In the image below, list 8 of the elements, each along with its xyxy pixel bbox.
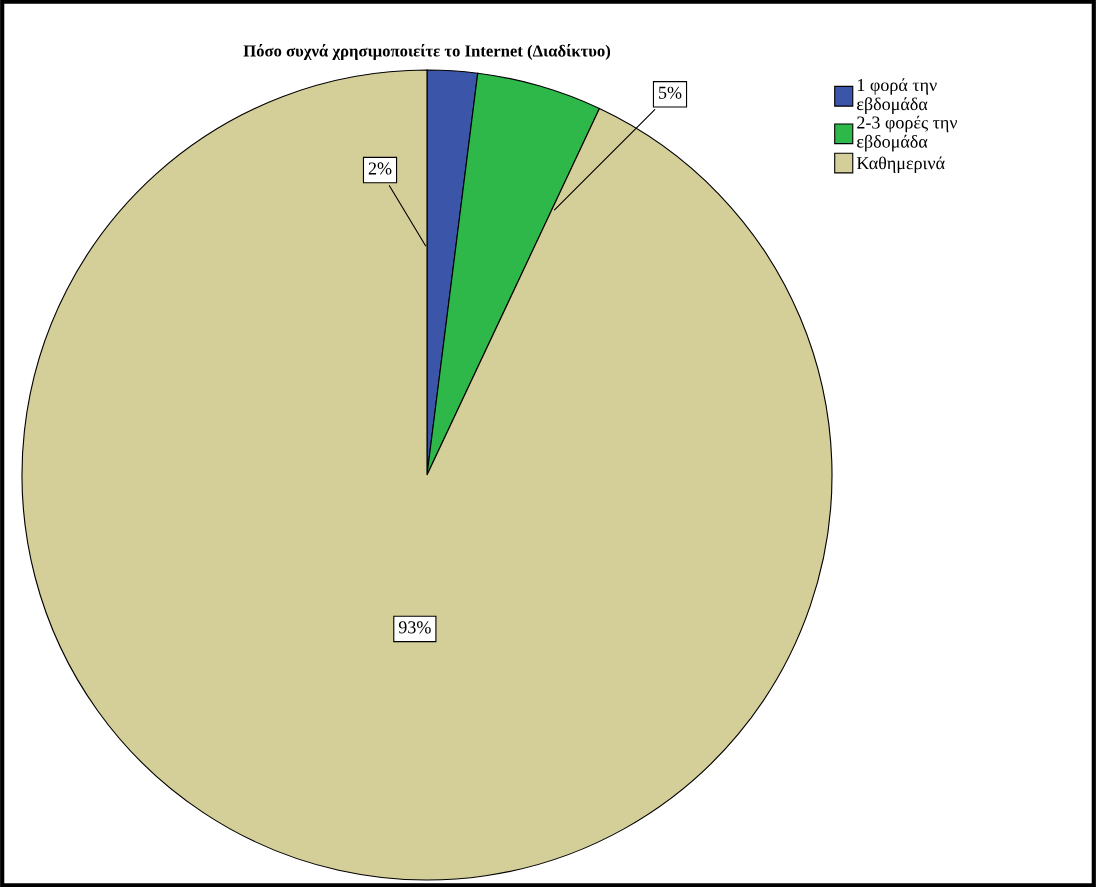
legend-label: 1 φορά την εβδομάδα (857, 78, 937, 114)
pie-slice (21, 69, 833, 881)
data-label: 93% (398, 621, 431, 634)
chart-title: Πόσο συχνά χρησιμοποιείτε το Internet (Διαδίκτυο) (243, 44, 611, 60)
data-label: 2% (368, 162, 392, 175)
data-label: 5% (659, 86, 682, 99)
legend-label: Καθημερινά (856, 156, 945, 173)
legend-label: 2-3 φορές την εβδομάδα (857, 115, 958, 152)
